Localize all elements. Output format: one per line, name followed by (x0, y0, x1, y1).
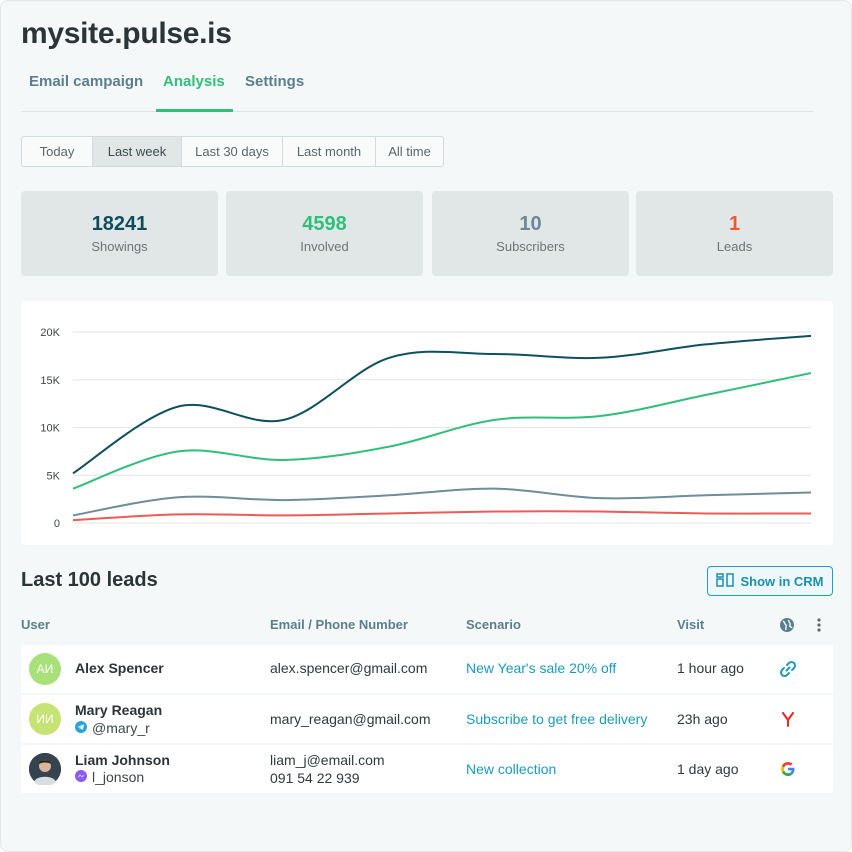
stat-value: 18241 (91, 213, 148, 235)
visit-time: 1 hour ago (677, 660, 744, 676)
period-all-time[interactable]: All time (375, 136, 444, 167)
user-name: Alex Spencer (75, 660, 164, 676)
series-line-2 (72, 487, 812, 517)
tab-settings[interactable]: Settings (245, 73, 305, 90)
leads-title: Last 100 leads (21, 569, 158, 591)
stat-leads: 1 Leads (636, 191, 833, 276)
crm-button-label: Show in CRM (740, 573, 824, 589)
stat-label: Showings (91, 239, 148, 254)
stat-involved: 4598 Involved (226, 191, 423, 276)
tab-analysis[interactable]: Analysis (156, 73, 233, 112)
user-name: Mary Reagan (75, 702, 163, 718)
column-scenario: Scenario (466, 617, 521, 632)
stat-value: 10 (519, 213, 542, 235)
crm-icon (716, 572, 735, 590)
series-line-0 (72, 334, 812, 475)
stat-subscribers: 10 Subscribers (432, 191, 629, 276)
period-last-week[interactable]: Last week (92, 136, 182, 167)
line-chart: 20K 15K 10K 5K 0 (21, 301, 833, 545)
stats-row: 18241 Showings 4598 Involved 10 Subscrib… (21, 191, 833, 276)
column-visit: Visit (677, 617, 705, 632)
period-today[interactable]: Today (21, 136, 93, 167)
scenario-link[interactable]: Subscribe to get free delivery (466, 711, 648, 727)
visit-time: 1 day ago (677, 761, 739, 777)
stat-label: Subscribers (496, 239, 565, 254)
link-icon[interactable] (778, 659, 798, 679)
y-tick-label: 10K (40, 423, 60, 435)
show-in-crm-button[interactable]: Show in CRM (707, 566, 833, 596)
stat-value: 1 (728, 213, 741, 235)
handle-text: l_jonson (92, 769, 145, 785)
contact-phone: 091 54 22 939 (270, 770, 360, 786)
period-selector: Today Last week Last 30 days Last month … (21, 136, 444, 167)
y-tick-label: 15K (40, 375, 60, 387)
user-name: Liam Johnson (75, 752, 170, 768)
column-contact: Email / Phone Number (270, 617, 408, 632)
y-tick-label: 20K (40, 327, 60, 339)
avatar (29, 753, 61, 785)
scenario-link[interactable]: New collection (466, 761, 557, 777)
telegram-icon (75, 720, 87, 736)
google-icon[interactable] (778, 759, 798, 779)
contact-email: alex.spencer@gmail.com (270, 660, 428, 676)
contact-email: mary_reagan@gmail.com (270, 711, 431, 727)
stat-label: Leads (716, 239, 753, 254)
site-title: mysite.pulse.is (21, 17, 232, 50)
stat-showings: 18241 Showings (21, 191, 218, 276)
more-options-icon[interactable] (817, 617, 821, 638)
column-user: User (21, 617, 50, 632)
table-row[interactable]: ИИ Mary Reagan @mary_r mary_reagan@gmail… (21, 695, 833, 743)
table-row[interactable]: АИ Alex Spencer alex.spencer@gmail.com N… (21, 645, 833, 693)
period-last-month[interactable]: Last month (282, 136, 376, 167)
tab-email-campaign[interactable]: Email campaign (29, 73, 144, 90)
table-row[interactable]: Liam Johnson l_jonson liam_j@email.com 0… (21, 745, 833, 793)
avatar: ИИ (29, 703, 61, 735)
period-last-30-days[interactable]: Last 30 days (181, 136, 283, 167)
stat-label: Involved (300, 239, 349, 254)
user-photo (29, 753, 61, 785)
avatar: АИ (29, 653, 61, 685)
series-line-3 (72, 510, 812, 522)
series-line-1 (72, 372, 812, 490)
user-handle: l_jonson (75, 769, 144, 785)
messenger-icon (75, 769, 87, 785)
handle-text: @mary_r (92, 720, 150, 736)
y-tick-label: 0 (54, 518, 60, 530)
scenario-link[interactable]: New Year's sale 20% off (466, 660, 617, 676)
y-tick-label: 5K (47, 470, 61, 482)
globe-icon[interactable] (779, 617, 795, 638)
contact-email: liam_j@email.com (270, 752, 385, 768)
user-handle: @mary_r (75, 720, 150, 736)
yandex-icon[interactable] (778, 709, 798, 729)
visit-time: 23h ago (677, 711, 728, 727)
tab-bar: Email campaign Analysis Settings (21, 67, 813, 112)
stat-value: 4598 (302, 213, 347, 235)
leads-table-header: User Email / Phone Number Scenario Visit (21, 613, 833, 639)
chart-canvas: 20K 15K 10K 5K 0 (40, 327, 812, 530)
